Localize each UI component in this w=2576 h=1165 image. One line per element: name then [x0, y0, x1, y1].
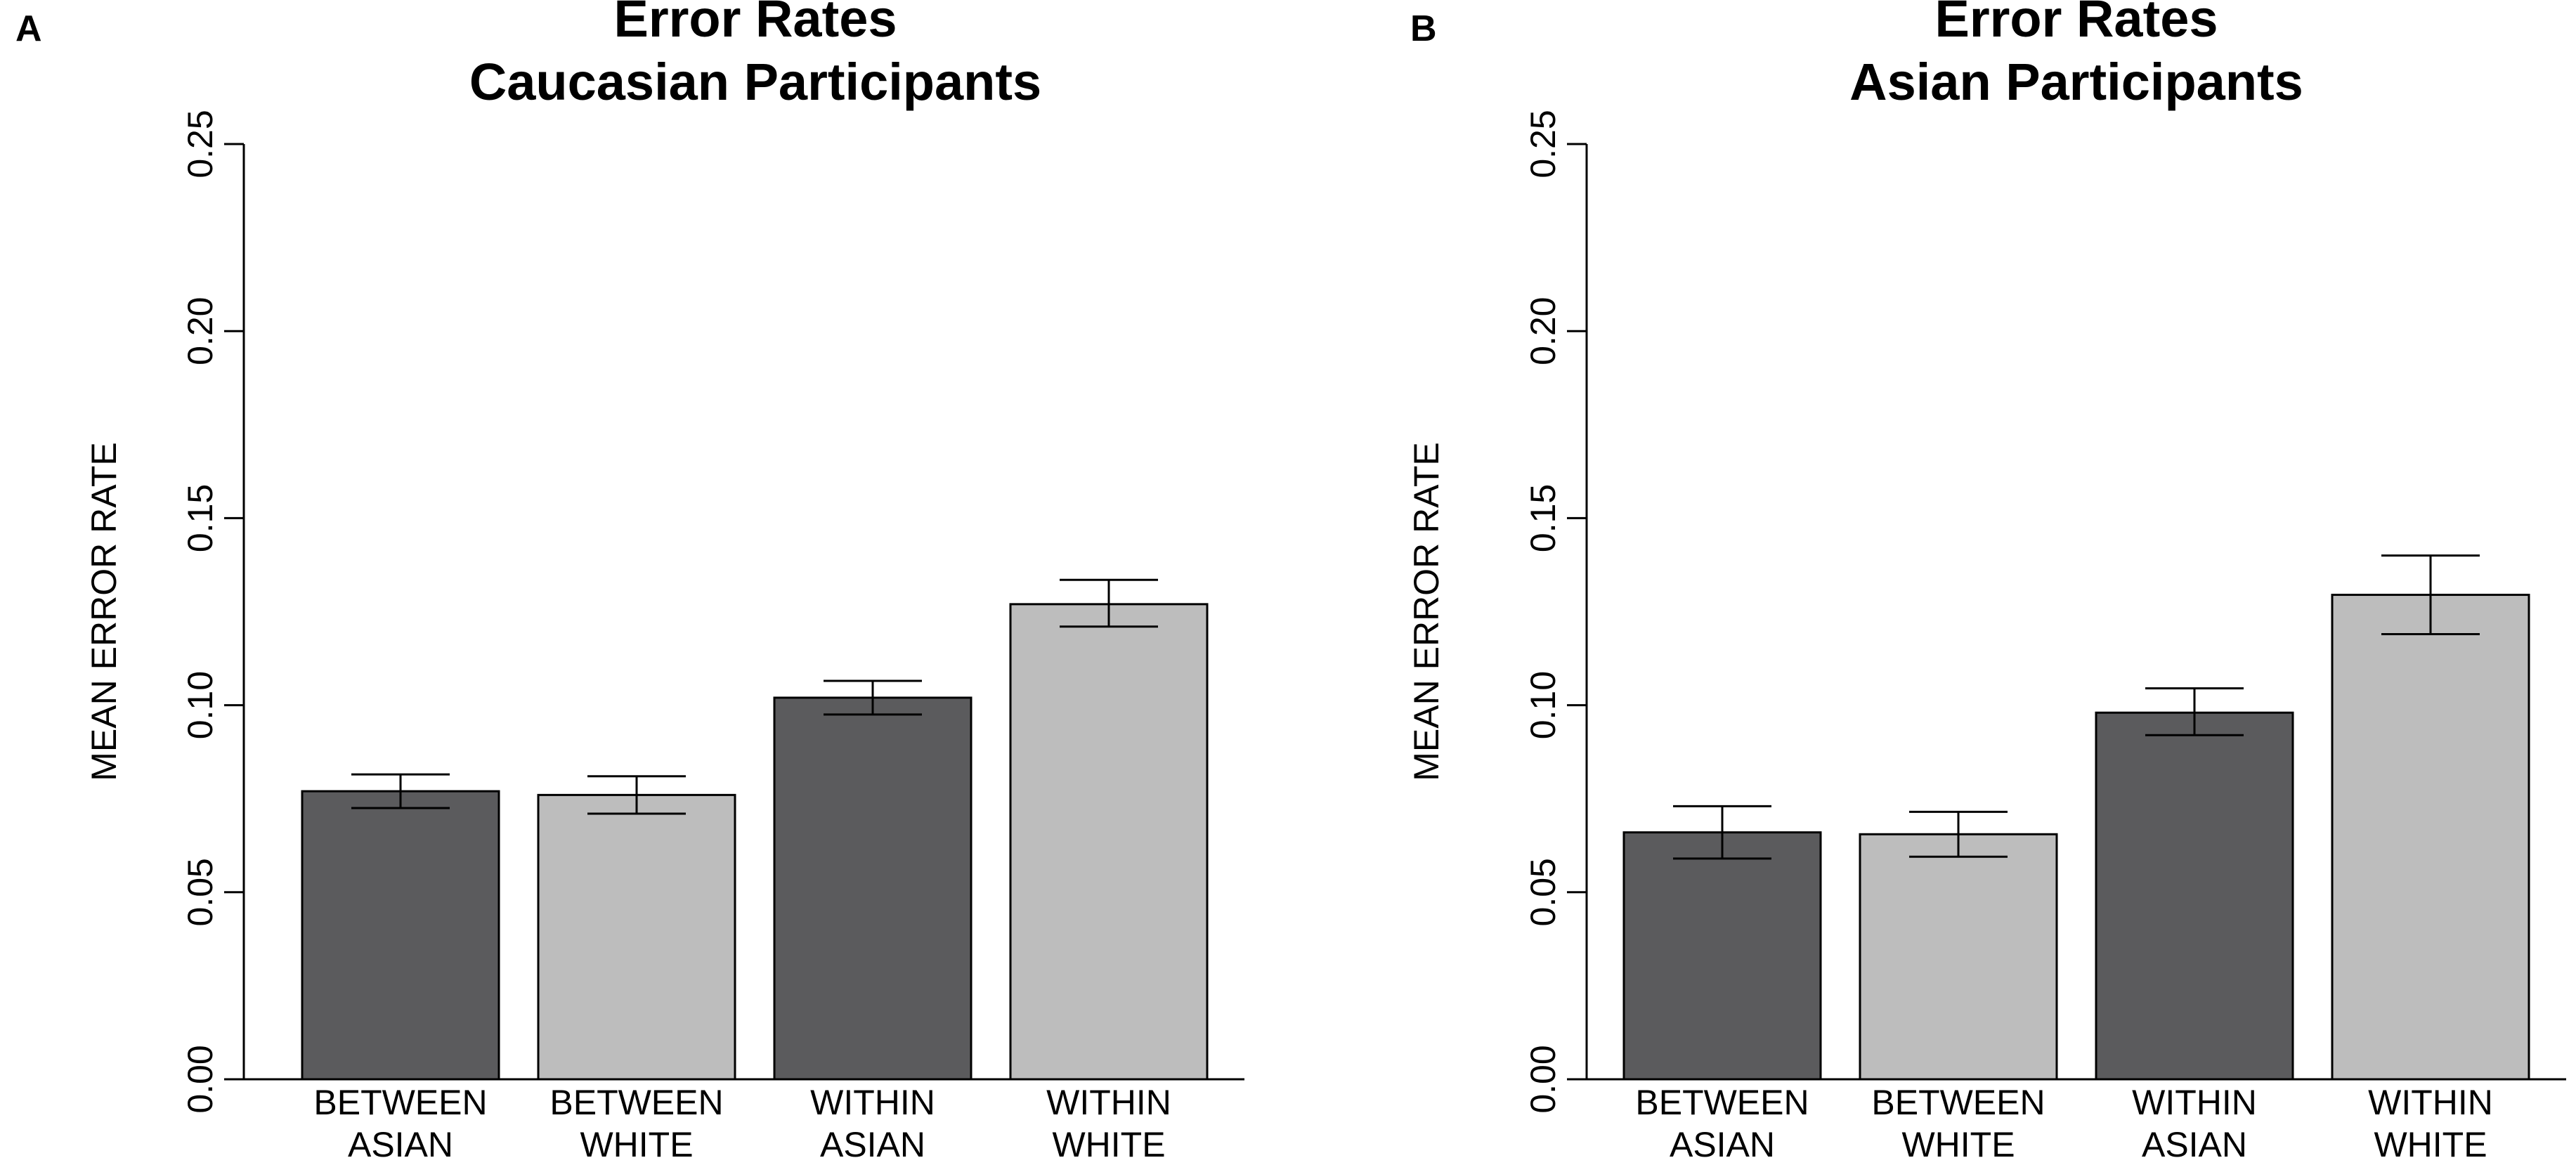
panel-a-subtitle: Caucasian Participants [469, 53, 1041, 111]
panel-a-y-tick-label-1: 0.05 [181, 858, 220, 926]
panel-b-subtitle: Asian Participants [1849, 53, 2303, 111]
panel-a-bar-4 [1009, 603, 1209, 1081]
panel-b-category-2-line1: BETWEEN [1871, 1083, 2045, 1122]
panel-b-bar-2 [1859, 833, 2058, 1081]
panel-b-y-tick-label-2: 0.10 [1523, 671, 1563, 739]
panel-b-category-1-line2: ASIAN [1670, 1125, 1775, 1164]
panel-b-category-3-line1: WITHIN [2132, 1083, 2257, 1122]
panel-a-bar-2 [537, 793, 736, 1081]
panel-a-y-tick-label-2: 0.10 [181, 671, 220, 739]
panel-a-y-tick-label-4: 0.20 [181, 297, 220, 365]
panel-b-category-4-line1: WITHIN [2368, 1083, 2493, 1122]
panel-a-category-4-line2: WHITE [1052, 1125, 1165, 1164]
panel-a-title: Error Rates [613, 0, 897, 48]
panel-a-y-tick-label-3: 0.15 [181, 484, 220, 552]
panel-a-category-1-line2: ASIAN [348, 1125, 453, 1164]
panel-b-category-1-line1: BETWEEN [1635, 1083, 1809, 1122]
panel-b-letter: B [1410, 8, 1437, 49]
panel-b-category-2-line2: WHITE [1901, 1125, 2015, 1164]
panel-b-y-tick-label-4: 0.20 [1523, 297, 1563, 365]
panel-a-y-tick-label-5: 0.25 [181, 110, 220, 178]
panel-b-y-tick-label-1: 0.05 [1523, 858, 1563, 926]
panel-a-category-4-line1: WITHIN [1046, 1083, 1171, 1122]
panel-a-category-3-line1: WITHIN [810, 1083, 935, 1122]
panel-b-category-4-line2: WHITE [2374, 1125, 2487, 1164]
panel-b-y-axis-title: MEAN ERROR RATE [1407, 442, 1446, 781]
panel-a-bar-1 [301, 790, 500, 1081]
panel-a-category-2-line2: WHITE [580, 1125, 693, 1164]
panel-b-bar-1 [1622, 831, 1822, 1081]
panel-a-y-tick-label-0: 0.00 [181, 1045, 220, 1113]
panel-a-category-1-line1: BETWEEN [313, 1083, 487, 1122]
panel-a-category-2-line1: BETWEEN [549, 1083, 723, 1122]
panel-a-bar-3 [773, 696, 972, 1081]
panel-b-bar-3 [2095, 711, 2294, 1081]
panel-b-bar-4 [2331, 594, 2530, 1081]
panel-a-y-axis-title: MEAN ERROR RATE [84, 442, 124, 781]
panel-b-y-tick-label-3: 0.15 [1523, 484, 1563, 552]
panel-b-y-tick-label-0: 0.00 [1523, 1045, 1563, 1113]
panel-b-title: Error Rates [1934, 0, 2218, 48]
panel-a-category-3-line2: ASIAN [820, 1125, 925, 1164]
panel-b-category-3-line2: ASIAN [2142, 1125, 2247, 1164]
panel-b-y-tick-label-5: 0.25 [1523, 110, 1563, 178]
panel-a-letter: A [15, 8, 42, 49]
